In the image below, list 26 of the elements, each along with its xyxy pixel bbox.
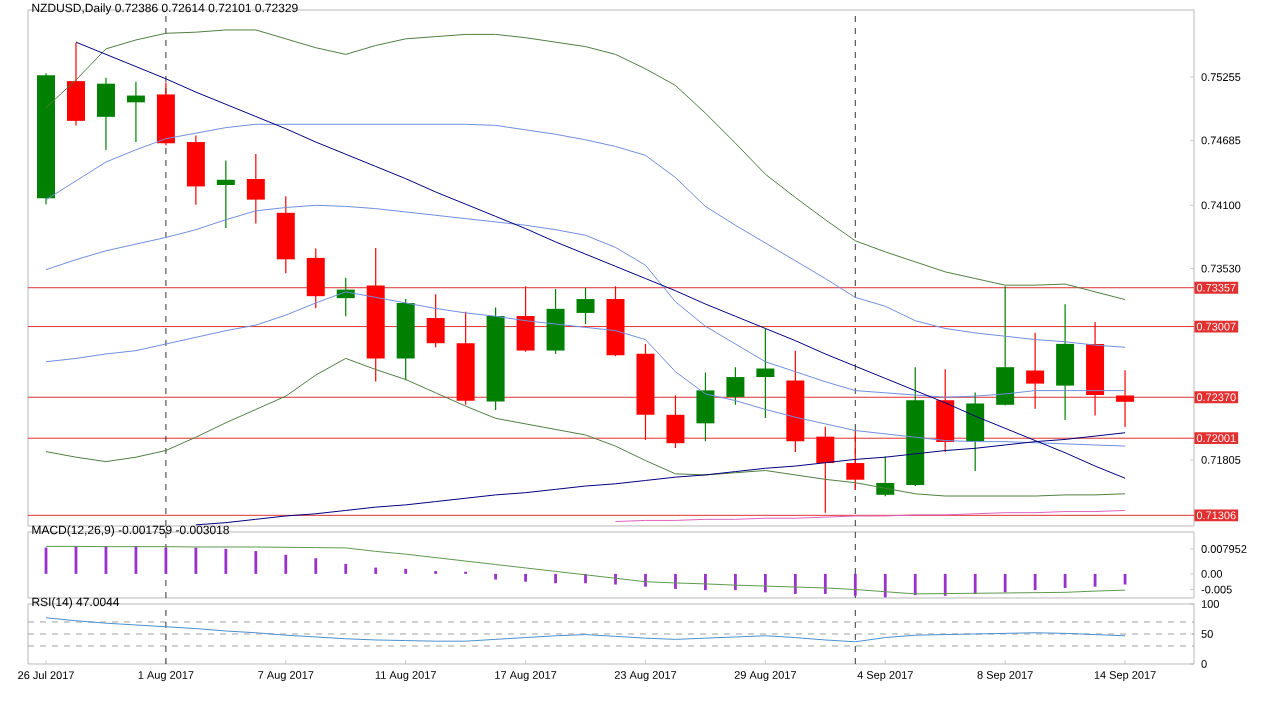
candlestick [816,426,835,514]
candlestick [216,159,235,229]
candlestick [936,368,955,453]
line-series [45,617,1126,643]
candlestick [546,288,565,355]
candlestick [696,371,715,442]
candlestick [186,134,205,206]
candlestick [576,287,595,325]
candlestick [966,391,985,472]
candlestick [276,195,295,274]
candlestick [756,328,775,419]
candlestick [96,77,115,151]
candlestick [1056,303,1075,421]
candlestick [726,366,745,406]
candlestick [1026,332,1045,410]
candlestick [666,394,685,449]
candlestick [876,455,895,497]
candlestick [246,153,265,225]
candlestick [306,247,325,309]
candlestick [846,429,865,491]
candlestick [1116,369,1135,428]
line-series [45,29,1126,301]
candlestick [996,285,1015,407]
candlestick [516,285,535,353]
candlestick [66,42,85,126]
candlestick [426,293,445,348]
